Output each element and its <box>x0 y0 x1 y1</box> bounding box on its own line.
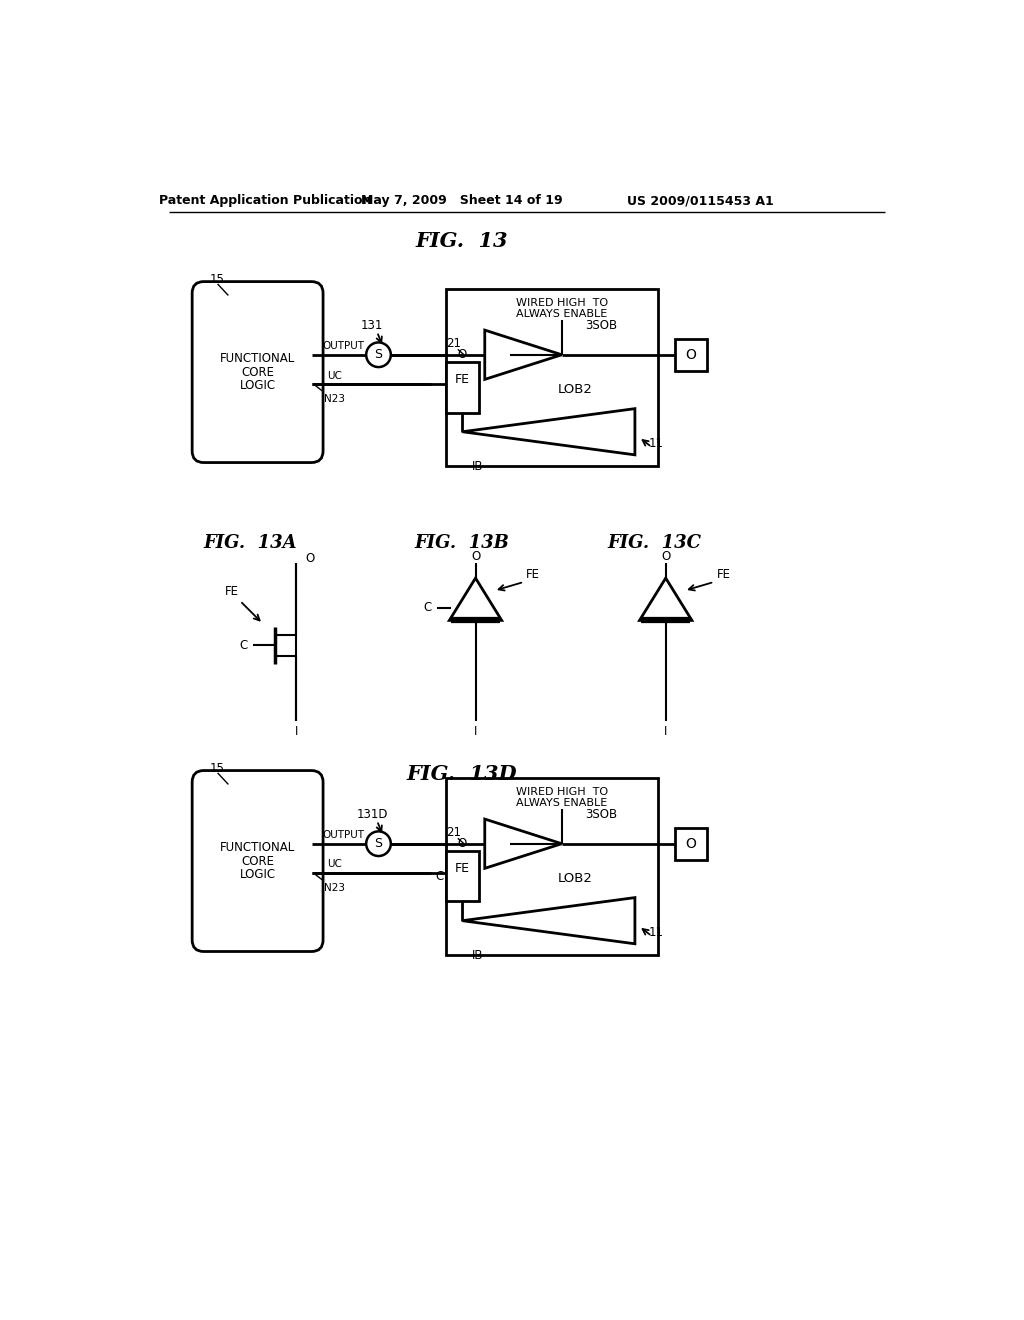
Text: LOGIC: LOGIC <box>240 869 275 882</box>
Text: IN23: IN23 <box>322 883 345 894</box>
FancyBboxPatch shape <box>193 771 323 952</box>
Text: FUNCTIONAL: FUNCTIONAL <box>220 841 295 854</box>
Text: C: C <box>240 639 248 652</box>
Polygon shape <box>484 818 562 869</box>
Text: 11: 11 <box>649 925 664 939</box>
Text: OUTPUT: OUTPUT <box>323 342 365 351</box>
Text: CORE: CORE <box>241 854 274 867</box>
Text: FIG.  13C: FIG. 13C <box>607 535 701 552</box>
Circle shape <box>367 342 391 367</box>
Text: I: I <box>295 725 298 738</box>
Text: May 7, 2009   Sheet 14 of 19: May 7, 2009 Sheet 14 of 19 <box>360 194 562 207</box>
Polygon shape <box>463 409 635 455</box>
Text: O: O <box>305 552 314 565</box>
Text: LOB2: LOB2 <box>558 383 593 396</box>
Text: FIG.  13: FIG. 13 <box>416 231 508 251</box>
Text: O: O <box>686 837 696 850</box>
Bar <box>446 289 658 466</box>
Text: 3SOB: 3SOB <box>585 319 617 333</box>
Circle shape <box>367 832 391 857</box>
Text: UC: UC <box>328 859 342 870</box>
Text: C: C <box>435 870 443 883</box>
Text: O: O <box>686 347 696 362</box>
Text: FE: FE <box>717 568 730 581</box>
Text: I: I <box>664 725 668 738</box>
Text: FIG.  13B: FIG. 13B <box>415 535 509 552</box>
Text: IN23: IN23 <box>322 395 345 404</box>
Text: S: S <box>375 837 383 850</box>
Bar <box>446 363 478 412</box>
Text: IB: IB <box>472 459 483 473</box>
Text: FIG.  13D: FIG. 13D <box>407 764 517 784</box>
Text: LOGIC: LOGIC <box>240 379 275 392</box>
Text: FUNCTIONAL: FUNCTIONAL <box>220 351 295 364</box>
FancyBboxPatch shape <box>193 281 323 462</box>
Text: UC: UC <box>328 371 342 380</box>
Text: FIG.  13A: FIG. 13A <box>203 535 297 552</box>
Text: 3SOB: 3SOB <box>585 808 617 821</box>
Text: C: C <box>424 601 432 614</box>
Bar <box>446 851 478 902</box>
Text: FE: FE <box>225 585 240 598</box>
Text: ALWAYS ENABLE: ALWAYS ENABLE <box>516 797 607 808</box>
Text: IB: IB <box>472 949 483 962</box>
Text: LOB2: LOB2 <box>558 871 593 884</box>
Text: CORE: CORE <box>241 366 274 379</box>
Text: O: O <box>458 348 467 362</box>
Text: S: S <box>375 348 383 362</box>
Text: O: O <box>471 550 480 564</box>
Text: O: O <box>458 837 467 850</box>
Text: I: I <box>461 904 464 917</box>
Text: 131D: 131D <box>356 808 388 821</box>
Polygon shape <box>640 578 692 620</box>
Text: FE: FE <box>526 568 541 581</box>
Text: WIRED HIGH  TO: WIRED HIGH TO <box>516 787 608 797</box>
Polygon shape <box>463 898 635 944</box>
Text: 21: 21 <box>446 338 462 351</box>
Polygon shape <box>450 578 502 620</box>
Text: ALWAYS ENABLE: ALWAYS ENABLE <box>516 309 607 319</box>
Text: I: I <box>474 725 477 738</box>
Text: 21: 21 <box>446 826 462 840</box>
Bar <box>675 828 708 859</box>
Text: 131: 131 <box>361 319 384 333</box>
Text: OUTPUT: OUTPUT <box>323 830 365 841</box>
Bar <box>675 339 708 371</box>
Text: O: O <box>662 550 671 564</box>
Text: US 2009/0115453 A1: US 2009/0115453 A1 <box>627 194 774 207</box>
Text: 15: 15 <box>210 762 224 775</box>
Text: 11: 11 <box>649 437 664 450</box>
Polygon shape <box>484 330 562 379</box>
Text: FE: FE <box>455 374 470 387</box>
Text: Patent Application Publication: Patent Application Publication <box>159 194 372 207</box>
Text: I: I <box>461 416 464 428</box>
Text: FE: FE <box>455 862 470 875</box>
Text: 15: 15 <box>210 273 224 286</box>
Bar <box>446 779 658 956</box>
Text: WIRED HIGH  TO: WIRED HIGH TO <box>516 298 608 308</box>
